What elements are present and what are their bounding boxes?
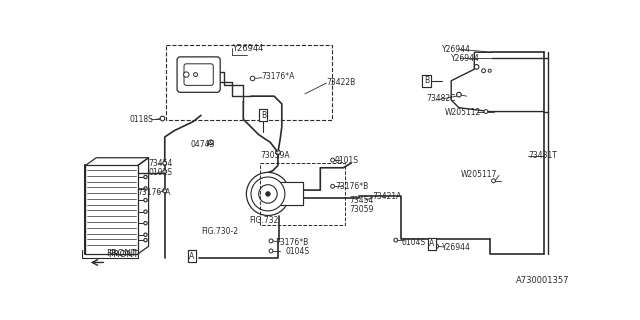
FancyBboxPatch shape: [184, 64, 213, 85]
Circle shape: [488, 69, 492, 72]
Text: A: A: [429, 239, 435, 249]
Text: 73482C: 73482C: [427, 94, 456, 103]
Circle shape: [266, 192, 270, 196]
Circle shape: [484, 110, 488, 114]
Text: 0101S: 0101S: [334, 156, 358, 164]
Text: 73176*B: 73176*B: [336, 182, 369, 191]
Circle shape: [456, 92, 461, 97]
Circle shape: [331, 158, 335, 162]
Circle shape: [144, 187, 147, 190]
Circle shape: [209, 140, 213, 145]
Circle shape: [435, 244, 438, 248]
Text: 73422B: 73422B: [326, 78, 356, 87]
Text: 73421A: 73421A: [372, 192, 402, 201]
Circle shape: [144, 233, 147, 236]
Circle shape: [163, 161, 166, 165]
Circle shape: [163, 189, 166, 193]
Circle shape: [474, 65, 479, 69]
Text: B: B: [260, 111, 266, 120]
Circle shape: [276, 150, 280, 155]
Bar: [260, 163, 345, 225]
Circle shape: [144, 198, 147, 202]
Circle shape: [250, 76, 255, 81]
Circle shape: [269, 249, 273, 253]
Text: FRONT: FRONT: [106, 249, 137, 258]
Text: 73176*A: 73176*A: [262, 72, 295, 81]
Bar: [86, 165, 138, 254]
Text: W205117: W205117: [460, 170, 497, 179]
Text: 73059A: 73059A: [260, 151, 290, 160]
Circle shape: [394, 238, 397, 242]
Text: 0474S: 0474S: [190, 140, 214, 149]
Text: FIG.730-2: FIG.730-2: [201, 227, 238, 236]
Text: 0101S: 0101S: [148, 168, 173, 177]
Text: 0104S: 0104S: [285, 247, 310, 256]
Text: FRONT: FRONT: [108, 250, 138, 259]
Text: Y26944: Y26944: [451, 54, 480, 63]
Circle shape: [144, 238, 147, 242]
Text: FIG.732: FIG.732: [250, 216, 279, 225]
Circle shape: [194, 73, 198, 76]
Text: 73176*B: 73176*B: [276, 238, 309, 247]
Text: Y26944: Y26944: [442, 45, 471, 54]
Circle shape: [160, 116, 164, 121]
Bar: [166, 44, 332, 120]
Text: 73454: 73454: [349, 196, 374, 204]
Circle shape: [259, 185, 277, 203]
Circle shape: [331, 184, 335, 188]
Text: W205112: W205112: [445, 108, 481, 117]
Text: 73176*A: 73176*A: [137, 188, 170, 197]
Text: Y26944: Y26944: [442, 243, 471, 252]
Circle shape: [269, 239, 273, 243]
Text: B: B: [424, 76, 429, 85]
Circle shape: [482, 69, 486, 73]
Text: 73431T: 73431T: [528, 151, 557, 160]
Circle shape: [492, 179, 495, 183]
Text: B: B: [424, 76, 429, 85]
Text: 0118S: 0118S: [129, 115, 153, 124]
Text: A: A: [189, 252, 195, 261]
Text: Y26944: Y26944: [232, 44, 263, 53]
Text: A: A: [189, 252, 195, 261]
FancyBboxPatch shape: [177, 57, 220, 92]
Circle shape: [144, 221, 147, 225]
Text: 73454: 73454: [148, 159, 173, 168]
Text: A730001357: A730001357: [515, 276, 569, 285]
Circle shape: [163, 170, 166, 173]
Text: 0104S: 0104S: [401, 238, 425, 247]
Circle shape: [144, 210, 147, 213]
Circle shape: [184, 72, 189, 77]
Text: B: B: [260, 111, 266, 120]
Text: A: A: [429, 239, 435, 249]
Text: 73059: 73059: [349, 205, 374, 214]
Circle shape: [144, 175, 147, 179]
Bar: [274, 182, 303, 205]
Circle shape: [251, 177, 285, 211]
Circle shape: [246, 172, 289, 215]
